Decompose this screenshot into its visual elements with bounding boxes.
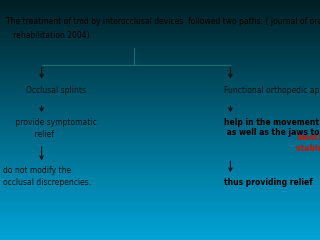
Text: relief: relief <box>13 130 54 138</box>
Text: Functional orthopedic appliance: Functional orthopedic appliance <box>224 86 320 96</box>
Text: thus providing relief: thus providing relief <box>224 178 313 187</box>
Text: occlusal discrepencies.: occlusal discrepencies. <box>3 178 91 187</box>
Text: do not modify the: do not modify the <box>3 166 71 175</box>
Text: musculoskeletally
stable position: musculoskeletally stable position <box>296 133 320 153</box>
Text: help in the movement of the teeth
 as well as the jaws to a: help in the movement of the teeth as wel… <box>224 118 320 137</box>
Text: rehabilitation 2004): rehabilitation 2004) <box>6 31 90 40</box>
Text: Occlusal splints: Occlusal splints <box>26 86 86 96</box>
Text: .: . <box>6 7 9 16</box>
Text: provide symptomatic: provide symptomatic <box>13 118 97 127</box>
Text: The treatment of tmd by interocclusal devices  followed two paths: ( journal of : The treatment of tmd by interocclusal de… <box>6 17 320 26</box>
